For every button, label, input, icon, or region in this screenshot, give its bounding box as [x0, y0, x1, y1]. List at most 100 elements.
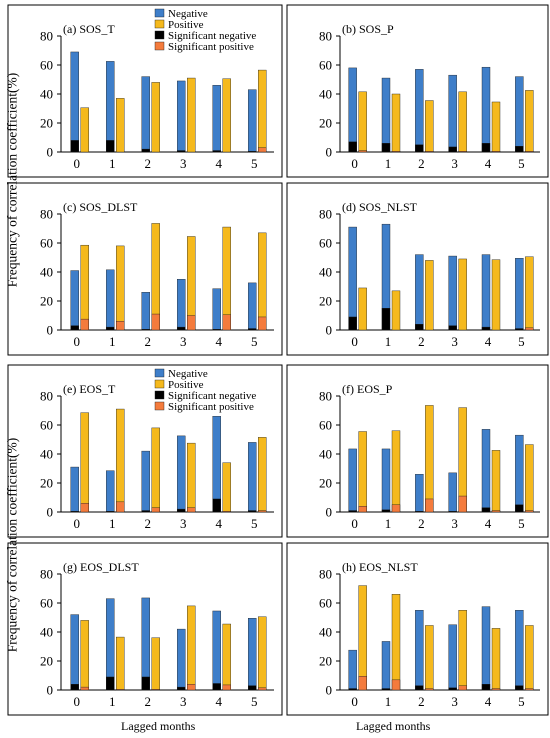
y-tick-label: 40	[319, 447, 332, 462]
bar-significant-negative	[348, 688, 357, 691]
x-axis-label-right: Lagged months	[356, 719, 431, 733]
bar-significant-negative	[70, 140, 79, 153]
bar-negative	[248, 89, 257, 153]
x-tick-label: 2	[145, 156, 152, 171]
x-tick-label: 5	[251, 156, 258, 171]
x-tick-label: 5	[518, 156, 525, 171]
bar-significant-negative	[248, 151, 257, 153]
bar-negative	[212, 610, 221, 691]
bar-significant-negative	[481, 326, 491, 331]
bar-significant-negative	[381, 308, 391, 331]
bar-negative	[381, 77, 391, 153]
bar-positive	[151, 427, 160, 513]
bar-positive	[116, 636, 125, 691]
bar-negative	[141, 450, 150, 513]
bar-negative	[212, 288, 221, 331]
bar-positive	[458, 91, 467, 153]
panel-frame	[286, 364, 549, 538]
x-tick-label: 5	[251, 694, 258, 709]
x-tick-label: 4	[485, 334, 492, 349]
bar-negative	[177, 80, 186, 153]
x-tick-label: 4	[216, 516, 223, 531]
bar-significant-positive	[491, 688, 501, 691]
y-tick-label: 0	[47, 683, 54, 698]
bar-negative	[415, 254, 424, 331]
panel-title: (c) SOS_DLST	[63, 200, 138, 214]
bar-positive	[116, 408, 125, 513]
x-tick-label: 0	[351, 694, 358, 709]
y-tick-label: 0	[47, 145, 54, 160]
x-tick-label: 5	[518, 694, 525, 709]
y-tick-label: 20	[319, 476, 332, 491]
bar-significant-positive	[222, 684, 231, 691]
x-tick-label: 2	[145, 516, 152, 531]
bar-significant-positive	[258, 147, 267, 153]
bar-positive	[258, 232, 267, 331]
bar-negative	[381, 641, 391, 691]
panel-title: (b) SOS_P	[342, 22, 394, 36]
bar-positive	[425, 260, 434, 331]
bar-positive	[258, 69, 267, 153]
legend-swatch	[154, 8, 165, 18]
bar-significant-negative	[248, 510, 257, 513]
bar-negative	[70, 51, 79, 153]
bar-significant-positive	[525, 688, 534, 691]
panel-frame	[7, 182, 283, 356]
chart-panel-a: 0 20 40 60 80 0 1 2 3 4 5 (a) SOS_T NegativePositive…	[7, 4, 283, 178]
y-tick-label: 20	[319, 116, 332, 131]
panel-title: (e) EOS_T	[63, 382, 116, 396]
bar-negative	[177, 279, 186, 331]
panel-frame	[7, 4, 283, 178]
bar-negative	[481, 429, 491, 513]
y-tick-label: 60	[40, 418, 53, 433]
x-tick-label: 0	[74, 334, 81, 349]
bar-significant-positive	[116, 501, 125, 513]
bar-negative	[141, 76, 150, 153]
y-tick-label: 40	[40, 87, 53, 102]
y-tick-label: 80	[319, 207, 332, 222]
bar-positive	[491, 259, 501, 331]
y-tick-label: 40	[319, 265, 332, 280]
x-tick-label: 1	[385, 156, 392, 171]
bar-positive	[391, 430, 401, 513]
bar-significant-positive	[116, 321, 125, 331]
bar-significant-negative	[212, 683, 221, 691]
x-tick-label: 3	[451, 694, 458, 709]
y-tick-label: 80	[319, 29, 332, 44]
panel-title: (d) SOS_NLST	[342, 200, 418, 214]
y-tick-label: 0	[326, 145, 333, 160]
bar-significant-negative	[248, 328, 257, 331]
x-tick-label: 1	[109, 516, 116, 531]
bar-negative	[481, 606, 491, 691]
bar-significant-negative	[381, 509, 391, 513]
bar-positive	[525, 90, 534, 153]
bar-positive	[151, 637, 160, 691]
bar-significant-positive	[222, 511, 231, 513]
bar-significant-negative	[141, 510, 150, 513]
bar-positive	[358, 585, 367, 691]
bar-significant-positive	[358, 150, 367, 153]
legend-swatch	[154, 390, 165, 400]
bar-significant-negative	[177, 686, 186, 691]
bar-significant-positive	[391, 504, 401, 513]
x-tick-label: 0	[74, 694, 81, 709]
bar-significant-positive	[80, 686, 89, 691]
bar-negative	[70, 270, 79, 331]
x-tick-label: 3	[180, 156, 187, 171]
bar-negative	[515, 434, 524, 513]
bar-significant-negative	[106, 140, 115, 153]
x-tick-label: 4	[485, 156, 492, 171]
bar-significant-negative	[448, 325, 457, 331]
bar-significant-positive	[458, 151, 467, 153]
bar-positive	[258, 616, 267, 691]
bar-significant-negative	[381, 143, 391, 153]
bar-significant-positive	[80, 503, 89, 513]
y-tick-label: 0	[326, 683, 333, 698]
chart-panel-b: 0 20 40 60 80 0 1 2 3 4 5 (b) SOS_P	[286, 4, 549, 178]
y-tick-label: 60	[319, 418, 332, 433]
x-tick-label: 0	[74, 156, 81, 171]
bar-significant-negative	[515, 328, 524, 331]
bar-positive	[222, 78, 231, 153]
x-tick-label: 5	[518, 334, 525, 349]
bar-significant-negative	[515, 145, 524, 153]
